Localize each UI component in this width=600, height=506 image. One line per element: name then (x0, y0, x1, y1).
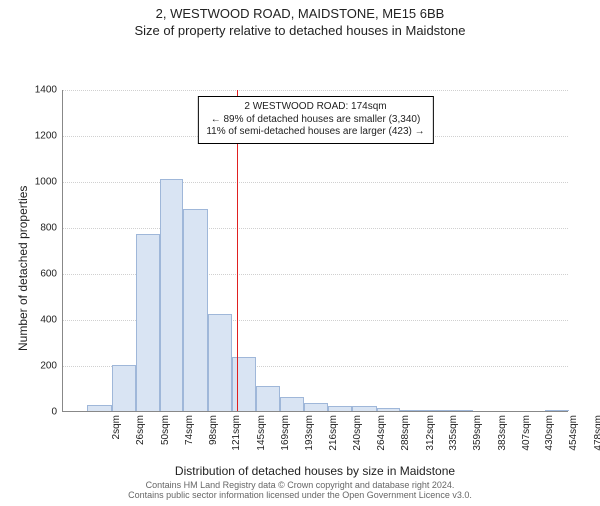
xtick-label: 98sqm (208, 415, 219, 465)
xtick-label: 216sqm (328, 415, 339, 465)
histogram-bar (183, 209, 207, 411)
histogram-bar (377, 408, 400, 411)
plot-area: 02004006008001000120014002sqm26sqm50sqm7… (62, 90, 568, 412)
y-axis-label: Number of detached properties (16, 186, 30, 351)
xtick-label: 383sqm (497, 415, 508, 465)
annotation-line2: ← 89% of detached houses are smaller (3,… (206, 114, 424, 127)
histogram-bar (304, 403, 328, 411)
x-axis-label: Distribution of detached houses by size … (62, 464, 568, 478)
histogram-bar (352, 406, 376, 411)
xtick-label: 121sqm (231, 415, 242, 465)
ytick-label: 200 (40, 361, 63, 372)
histogram-bar (87, 405, 111, 411)
ytick-label: 1200 (35, 131, 63, 142)
annotation-line3: 11% of semi-detached houses are larger (… (206, 126, 424, 139)
xtick-label: 169sqm (280, 415, 291, 465)
histogram-bar (449, 410, 473, 411)
histogram-bar (160, 179, 183, 411)
page-title: 2, WESTWOOD ROAD, MAIDSTONE, ME15 6BB (0, 6, 600, 21)
histogram-bar (112, 365, 136, 411)
histogram-bar (400, 410, 424, 411)
xtick-label: 407sqm (521, 415, 532, 465)
xtick-label: 454sqm (568, 415, 579, 465)
ytick-label: 400 (40, 315, 63, 326)
xtick-label: 145sqm (256, 415, 267, 465)
annotation-box: 2 WESTWOOD ROAD: 174sqm ← 89% of detache… (197, 96, 433, 144)
xtick-label: 193sqm (304, 415, 315, 465)
histogram-bar (328, 406, 352, 411)
xtick-label: 359sqm (472, 415, 483, 465)
ytick-label: 600 (40, 269, 63, 280)
histogram-bar (136, 234, 160, 411)
histogram-bar (280, 397, 304, 411)
xtick-label: 240sqm (352, 415, 363, 465)
gridline (63, 228, 568, 229)
xtick-label: 50sqm (160, 415, 171, 465)
histogram-bar (208, 314, 232, 411)
xtick-label: 2sqm (111, 415, 122, 465)
xtick-label: 288sqm (400, 415, 411, 465)
histogram-bar (256, 386, 279, 411)
xtick-label: 335sqm (448, 415, 459, 465)
footer-line2: Contains public sector information licen… (0, 490, 600, 500)
ytick-label: 1400 (35, 85, 63, 96)
xtick-label: 478sqm (593, 415, 600, 465)
xtick-label: 26sqm (135, 415, 146, 465)
xtick-label: 430sqm (544, 415, 555, 465)
gridline (63, 90, 568, 91)
histogram-bar (545, 410, 569, 411)
ytick-label: 800 (40, 223, 63, 234)
gridline (63, 182, 568, 183)
histogram-bar (424, 410, 448, 411)
xtick-label: 74sqm (184, 415, 195, 465)
histogram-bar (232, 357, 256, 411)
annotation-line1: 2 WESTWOOD ROAD: 174sqm (206, 101, 424, 114)
footer: Contains HM Land Registry data © Crown c… (0, 480, 600, 500)
ytick-label: 0 (51, 407, 63, 418)
xtick-label: 312sqm (425, 415, 436, 465)
footer-line1: Contains HM Land Registry data © Crown c… (0, 480, 600, 490)
xtick-label: 264sqm (376, 415, 387, 465)
ytick-label: 1000 (35, 177, 63, 188)
chart-subtitle: Size of property relative to detached ho… (0, 23, 600, 38)
